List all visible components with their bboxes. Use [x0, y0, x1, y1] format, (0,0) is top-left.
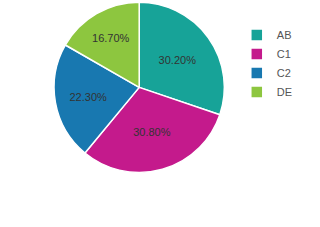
svg-text:16.70%: 16.70% [92, 32, 130, 44]
svg-text:C2: C2 [277, 67, 291, 79]
svg-text:AB: AB [277, 29, 292, 41]
svg-text:30.80%: 30.80% [133, 126, 171, 138]
svg-text:DE: DE [277, 86, 292, 98]
svg-text:C1: C1 [277, 48, 291, 60]
svg-text:30.20%: 30.20% [159, 54, 197, 66]
svg-text:22.30%: 22.30% [70, 91, 108, 103]
